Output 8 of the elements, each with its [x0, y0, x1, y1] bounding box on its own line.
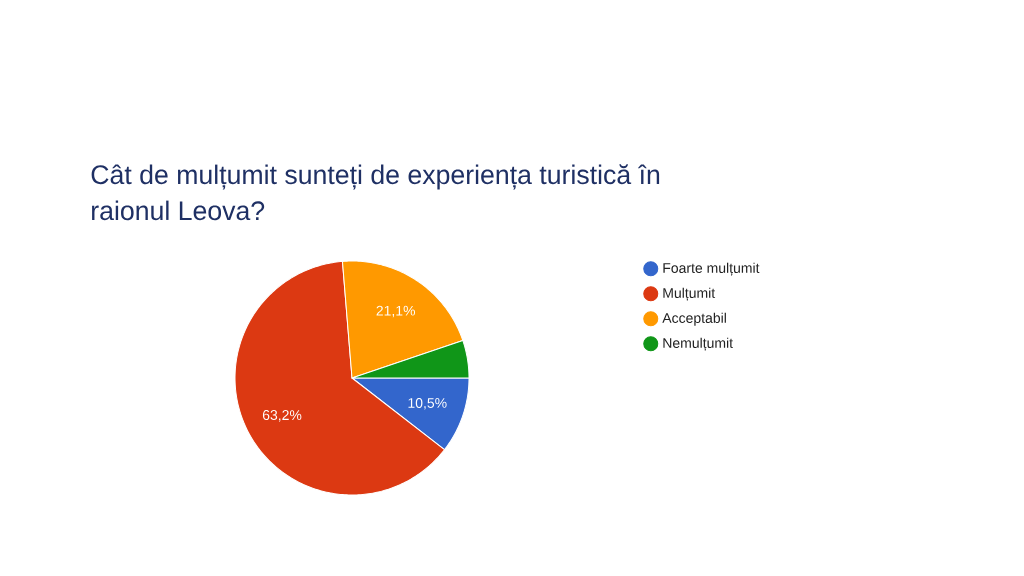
- chart-title: Cât de mulțumit sunteți de experiența turistică în raionul Leova?: [91, 164, 660, 221]
- data-label: 10,5%: [408, 398, 447, 410]
- legend-label: Acceptabil: [662, 312, 726, 326]
- data-label: 63,2%: [262, 410, 302, 422]
- data-label: 21,1%: [376, 305, 416, 318]
- legend-label: Foarte mulțumit: [663, 262, 760, 276]
- legend-label: Nemulțumit: [663, 337, 733, 351]
- legend-label: Mulțumit: [663, 287, 716, 301]
